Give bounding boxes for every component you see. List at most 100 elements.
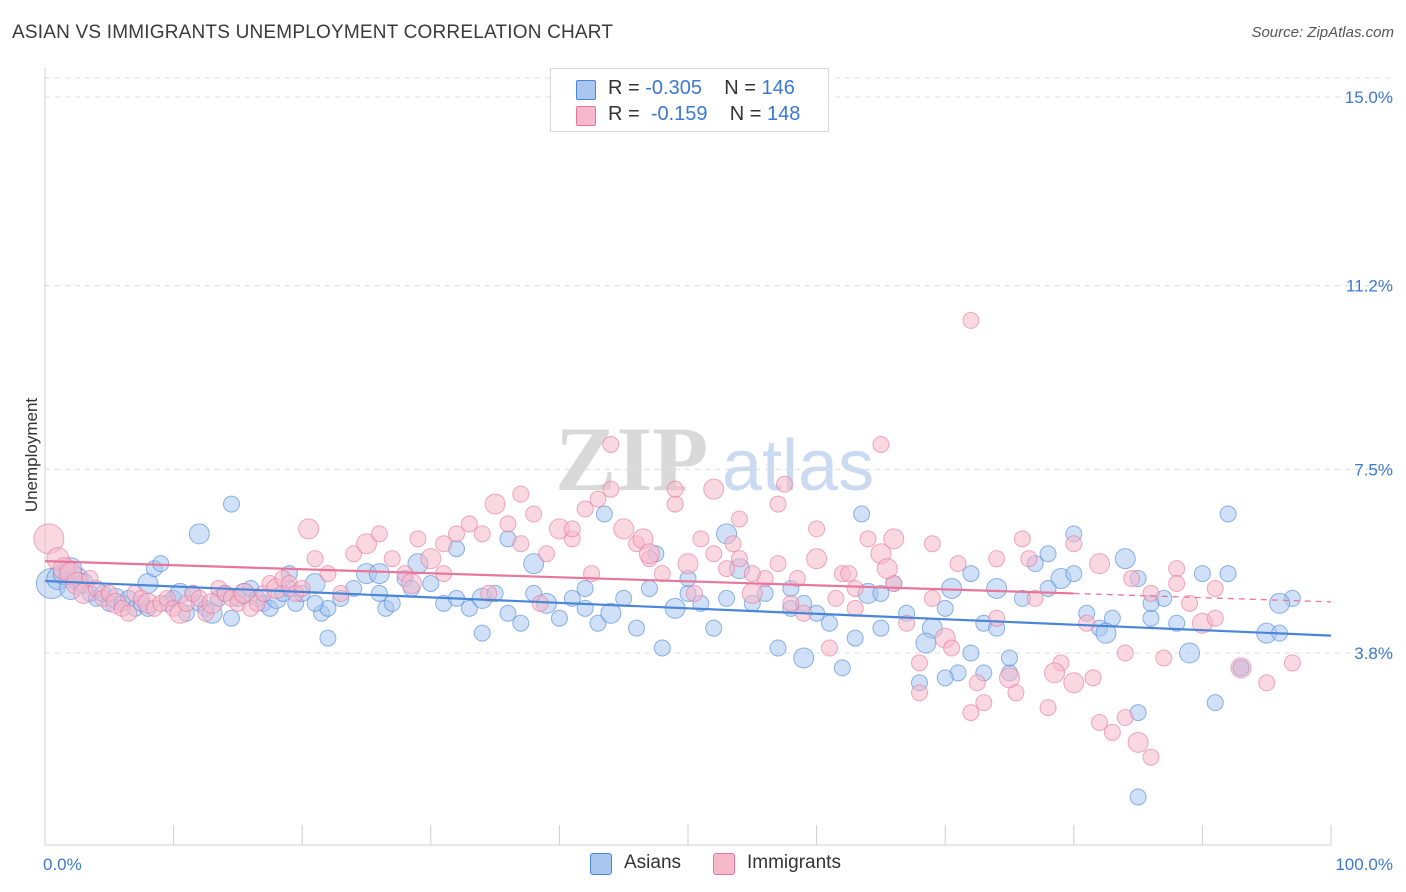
legend-n-value-asians: 146 [761,77,795,99]
stats-legend: R = -0.305 N = 146 R = -0.159 N = 148 [550,68,829,132]
asians-point [872,584,890,602]
asians-point [1001,649,1018,667]
y-tick-label: 3.8% [1354,644,1393,663]
asians-point [986,577,1008,599]
y-tick-label: 11.2% [1346,277,1393,296]
immigrants-point [563,520,581,538]
source-label: Source: ZipAtlas.com [1251,24,1394,41]
immigrants-point [840,565,858,583]
immigrants-point [1127,731,1149,753]
asians-point [1269,592,1291,614]
immigrants-point [473,525,491,543]
legend-r-label: R = [608,103,640,125]
immigrants-point [808,520,826,538]
immigrants-point [775,475,793,493]
asians-point [473,624,491,642]
asians-point [1179,642,1201,664]
immigrants-point [962,704,980,722]
asians-point [1193,565,1211,583]
immigrants-point [499,515,517,533]
asians-point [769,639,787,657]
immigrants-point [1007,684,1025,702]
asians-point [820,614,838,632]
immigrants-point [1116,644,1134,662]
asians-point [793,647,815,669]
immigrants-point [1181,594,1199,612]
immigrants-trend-line [44,560,1074,595]
asians-point [188,523,210,545]
asians-point [1142,609,1160,627]
asians-point [915,632,937,654]
immigrants-point [730,550,748,568]
asians-point [962,565,980,583]
asians-point [718,589,736,607]
asians-point [589,614,607,632]
immigrants-point [484,493,506,515]
immigrants-point [1230,657,1252,679]
immigrants-point [769,495,787,513]
immigrants-point [910,654,928,672]
x-tick-label: 100.0% [1335,855,1393,874]
immigrants-point [1155,649,1173,667]
watermark: ZIP atlas [555,408,874,510]
immigrants-point [1168,575,1186,592]
immigrants-point [677,553,699,575]
watermark-zip: ZIP [555,408,708,510]
immigrants-point [846,599,864,617]
immigrants-point [1091,714,1109,731]
immigrants-point [1063,672,1085,694]
immigrants-point [692,530,710,548]
asians-point [383,594,401,612]
immigrants-point [576,500,594,518]
immigrants-point [401,573,423,594]
immigrants-point [525,505,543,523]
tick-labels: 3.8% 7.5% 11.2% 15.0% 0.0% 100.0% [43,88,1393,874]
asians-point [1129,788,1147,806]
immigrants-point [512,535,530,553]
immigrants-trend-extension [1073,592,1332,603]
immigrants-point [1044,662,1066,684]
immigrants-point [512,485,530,503]
asians-point [1065,565,1083,583]
legend-n-value-immigrants: 148 [767,103,801,125]
asians-point [962,644,980,662]
asians-point [1206,694,1224,712]
asians-point [422,575,440,592]
immigrants-point [898,614,916,632]
immigrants-point [923,535,941,553]
asians-point [319,629,337,647]
immigrants-point [120,604,138,622]
asians-point [222,495,240,513]
asians-point [853,505,871,523]
asians-point [1168,614,1186,632]
asians-point [523,553,545,575]
bottom-legend-label-asians: Asians [624,852,682,873]
trend-lines [44,560,1332,637]
immigrants-point [480,584,498,602]
immigrants-point [788,570,806,588]
immigrants-point [1013,530,1031,548]
asians-trend-line [44,579,1332,637]
immigrants-point [383,550,401,568]
asians-point [306,594,324,612]
immigrants-point [703,478,725,500]
immigrants-point [1020,550,1038,568]
immigrants-point [1258,674,1276,692]
immigrants-point [705,545,723,563]
y-tick-label: 7.5% [1354,460,1393,479]
legend-swatch-asians [576,80,596,100]
legend-r-value-asians: -0.305 [645,77,702,99]
immigrants-point [538,545,556,563]
bottom-legend-swatch-immigrants [713,853,735,875]
legend-r-label: R = [608,77,640,99]
asians-point [846,629,864,647]
immigrants-point [638,543,660,565]
immigrants-point [859,530,877,548]
asians-point [640,579,658,597]
immigrants-point [1065,535,1083,553]
immigrants-point [1206,579,1224,597]
immigrants-point [827,589,845,607]
immigrants-point [1142,584,1160,602]
immigrants-point [293,579,311,597]
asians-point [576,579,594,597]
